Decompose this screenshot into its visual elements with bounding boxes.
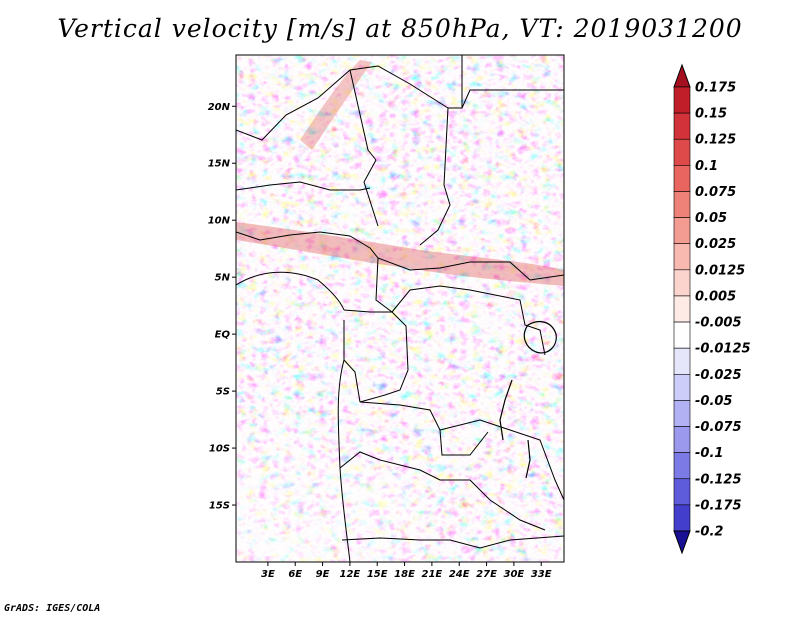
lat-tick-label: 20N [208, 102, 231, 113]
colorbar-bottom-arrow [673, 530, 691, 555]
colorbar-label: 0.025 [695, 237, 736, 252]
lon-tick-label: 30E [504, 569, 525, 580]
latitude-axis: 20N 15N 10N 5N EQ 5S 10S 15S [208, 102, 236, 512]
lakes [499, 321, 557, 479]
country-borders [236, 55, 564, 562]
map-frame [235, 54, 565, 563]
colorbar-label: -0.1 [695, 446, 723, 461]
colorbar-label: 0.0125 [695, 263, 745, 278]
map-title: Vertical velocity [m/s] at 850hPa, VT: 2… [57, 14, 743, 43]
colorbar-segment [673, 478, 691, 506]
colorbar-segment [673, 138, 691, 166]
lake-malawi [525, 439, 531, 479]
lon-tick-label: 6E [288, 569, 302, 580]
colorbar-segment [673, 321, 691, 349]
colorbar-segment [673, 191, 691, 218]
longitude-axis: 3E 6E 9E 12E 15E 18E 21E 24E 27E 30E 33E [261, 562, 552, 580]
lat-tick-label: 5S [216, 387, 230, 398]
colorbar-label: -0.2 [695, 525, 723, 540]
colorbar-segment [673, 243, 691, 271]
colorbar-segment [673, 452, 691, 480]
colorbar-label: 0.175 [695, 81, 736, 96]
colorbar-segment [673, 504, 691, 532]
lat-tick-label: 15N [208, 159, 231, 170]
lake-tanganyika [499, 379, 513, 441]
lon-tick-label: 3E [261, 569, 275, 580]
lon-tick-label: 33E [531, 569, 552, 580]
colorbar-label: -0.0125 [695, 342, 751, 357]
colorbar-segment [673, 269, 691, 297]
colorbar-label: 0.1 [695, 159, 718, 174]
lon-tick-label: 12E [340, 569, 361, 580]
colorbar-segment [673, 426, 691, 453]
colorbar-segment [673, 347, 691, 375]
grads-credit: GrADS: IGES/COLA [4, 603, 101, 614]
colorbar-segment [673, 112, 691, 140]
lon-tick-label: 21E [422, 569, 443, 580]
colorbar-label: -0.005 [695, 316, 742, 331]
colorbar-segment [673, 400, 691, 427]
sahara-band [300, 60, 372, 150]
colorbar-label: -0.05 [695, 394, 732, 409]
colorbar-label: -0.075 [695, 420, 742, 435]
lat-tick-label: 5N [215, 273, 231, 284]
lat-tick-label: 10N [208, 216, 231, 227]
colorbar: 0.175 0.15 0.125 0.1 0.075 0.05 0.025 0.0125 0.0… [673, 63, 751, 555]
colorbar-label: 0.125 [695, 133, 736, 148]
lon-tick-label: 27E [476, 569, 497, 580]
lon-tick-label: 9E [316, 569, 330, 580]
colorbar-label: -0.175 [695, 498, 742, 513]
lon-tick-label: 18E [394, 569, 415, 580]
lat-tick-label: 15S [209, 501, 230, 512]
colorbar-top-arrow [673, 63, 691, 88]
lon-tick-label: 15E [367, 569, 388, 580]
lake-victoria [523, 321, 557, 354]
colorbar-label: 0.005 [695, 289, 736, 304]
colorbar-segment [673, 217, 691, 245]
itcz-band [236, 222, 564, 286]
colorbar-segment [673, 86, 691, 114]
colorbar-label: 0.15 [695, 107, 727, 122]
lon-tick-label: 24E [449, 569, 470, 580]
colorbar-segment [673, 373, 691, 401]
colorbar-segment [673, 165, 691, 192]
colorbar-label: 0.05 [695, 211, 727, 226]
colorbar-label: -0.125 [695, 472, 742, 487]
colorbar-label: -0.025 [695, 368, 742, 383]
colorbar-label: 0.075 [695, 185, 736, 200]
lat-tick-label: EQ [215, 330, 231, 341]
lat-tick-label: 10S [209, 444, 230, 455]
colorbar-segment [673, 295, 691, 323]
velocity-field [236, 55, 564, 562]
